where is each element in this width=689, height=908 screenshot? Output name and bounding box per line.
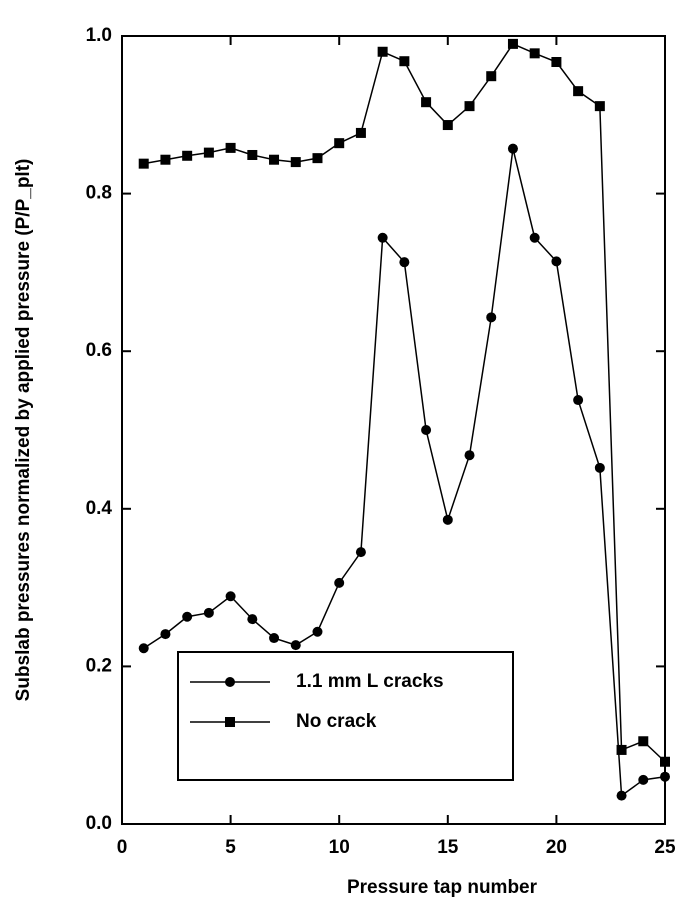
marker: [138, 643, 149, 654]
marker: [160, 154, 171, 165]
marker: [334, 138, 345, 149]
marker: [638, 736, 649, 747]
marker: [203, 147, 214, 158]
marker: [529, 232, 540, 243]
marker: [377, 232, 388, 243]
marker: [399, 257, 410, 268]
marker: [247, 614, 258, 625]
marker: [355, 127, 366, 138]
x-axis-label: Pressure tap number: [347, 877, 538, 898]
marker: [334, 577, 345, 588]
marker: [594, 462, 605, 473]
marker: [507, 38, 518, 49]
marker: [247, 149, 258, 160]
marker: [464, 450, 475, 461]
y-tick-label: 0.6: [86, 340, 112, 361]
y-tick-label: 0.8: [86, 183, 112, 204]
marker: [660, 756, 670, 767]
marker: [616, 790, 627, 801]
marker: [203, 607, 214, 618]
marker: [160, 629, 171, 640]
marker: [312, 626, 323, 637]
marker: [594, 101, 605, 112]
marker: [507, 143, 518, 154]
marker: [442, 120, 453, 131]
marker: [225, 591, 236, 602]
x-tick-label: 20: [546, 837, 567, 858]
marker: [464, 101, 475, 112]
marker: [616, 744, 627, 755]
legend-label: 1.1 mm L cracks: [296, 671, 444, 692]
marker: [638, 774, 649, 785]
marker: [312, 153, 323, 164]
marker: [421, 425, 432, 435]
x-tick-label: 5: [225, 837, 236, 858]
marker: [182, 150, 193, 161]
legend-box: [177, 651, 514, 781]
marker: [660, 771, 670, 782]
marker: [442, 514, 453, 525]
y-tick-label: 0.2: [86, 655, 112, 676]
y-tick-label: 0.0: [86, 813, 112, 834]
marker: [486, 71, 497, 82]
marker: [529, 48, 540, 59]
legend-label: No crack: [296, 711, 377, 732]
marker: [269, 633, 280, 644]
marker: [225, 717, 235, 727]
y-tick-label: 0.4: [86, 498, 113, 519]
marker: [551, 57, 562, 68]
marker: [225, 142, 236, 153]
marker: [225, 677, 235, 687]
marker: [269, 154, 280, 165]
y-axis-label: Subslab pressures normalized by applied …: [13, 159, 34, 702]
marker: [573, 86, 584, 97]
marker: [290, 640, 301, 651]
y-tick-label: 1.0: [86, 25, 112, 46]
x-tick-label: 10: [329, 837, 350, 858]
marker: [355, 547, 366, 558]
marker: [421, 97, 432, 108]
marker: [138, 158, 149, 169]
x-tick-label: 15: [437, 837, 459, 858]
plot-frame: [121, 35, 666, 825]
marker: [399, 56, 410, 67]
marker: [377, 46, 388, 57]
marker: [573, 395, 584, 406]
marker: [551, 256, 562, 267]
x-tick-label: 25: [654, 837, 676, 858]
x-tick-label: 0: [117, 837, 128, 858]
marker: [290, 157, 301, 168]
marker: [182, 611, 193, 622]
marker: [486, 312, 497, 323]
